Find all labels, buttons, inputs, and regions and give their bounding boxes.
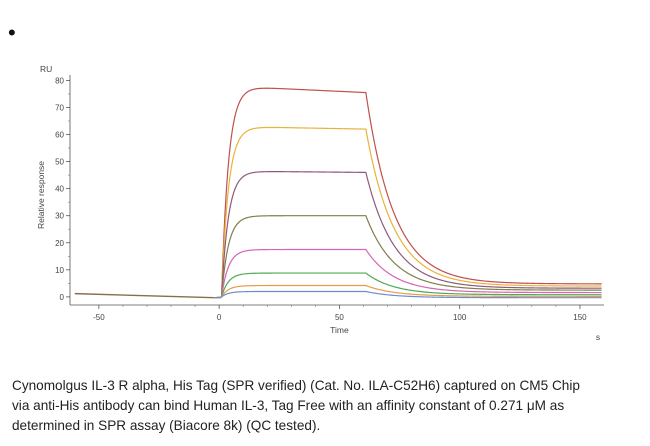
sensorgram-curve-6 — [214, 272, 602, 299]
sensorgram-curve-8 — [214, 290, 602, 299]
x-tick-label: -50 — [93, 313, 105, 322]
y-axis-unit: RU — [40, 64, 52, 74]
x-tick-label: 0 — [217, 313, 222, 322]
x-axis-unit: s — [596, 332, 600, 342]
x-tick-label: 150 — [573, 313, 587, 322]
y-tick-label: 80 — [55, 76, 64, 85]
y-tick-label: 40 — [55, 185, 64, 194]
y-tick-label: 70 — [55, 103, 64, 112]
caption-line-3: determined in SPR assay (Biacore 8k) (QC… — [12, 418, 321, 433]
y-tick-label: 30 — [55, 212, 64, 221]
y-tick-label: 0 — [60, 293, 65, 302]
sensorgram-curve-4 — [214, 215, 602, 299]
sensorgram-curve-3 — [214, 171, 602, 299]
bullet-marker: • — [8, 20, 16, 45]
sensorgram-curve-5 — [214, 248, 602, 299]
spr-sensorgram-chart: 0 10 20 30 40 50 60 70 80 -50 0 50 100 150 Relative re… — [36, 64, 604, 342]
caption-line-2: via anti-His antibody can bind Human IL-… — [12, 398, 565, 413]
y-axis-title: Relative response — [36, 161, 46, 229]
caption-line-1: Cynomolgus IL-3 R alpha, His Tag (SPR ve… — [12, 378, 580, 393]
chart-series-group — [74, 87, 602, 299]
x-tick-label: 100 — [453, 313, 467, 322]
sensorgram-curve-2 — [214, 126, 602, 299]
chart-axes — [66, 75, 604, 309]
chart-labels: 0 10 20 30 40 50 60 70 80 -50 0 50 100 150 Relative re… — [36, 64, 600, 342]
baseline-segment — [74, 292, 215, 299]
y-tick-label: 10 — [55, 266, 64, 275]
y-tick-label: 50 — [55, 158, 64, 167]
x-tick-label: 50 — [335, 313, 344, 322]
sensorgram-curve-7 — [214, 284, 602, 299]
sensorgram-curve-1 — [214, 87, 602, 299]
y-tick-label: 20 — [55, 239, 64, 248]
x-axis-title: Time — [330, 325, 349, 335]
y-tick-label: 60 — [55, 131, 64, 140]
figure-caption: Cynomolgus IL-3 R alpha, His Tag (SPR ve… — [12, 376, 642, 436]
